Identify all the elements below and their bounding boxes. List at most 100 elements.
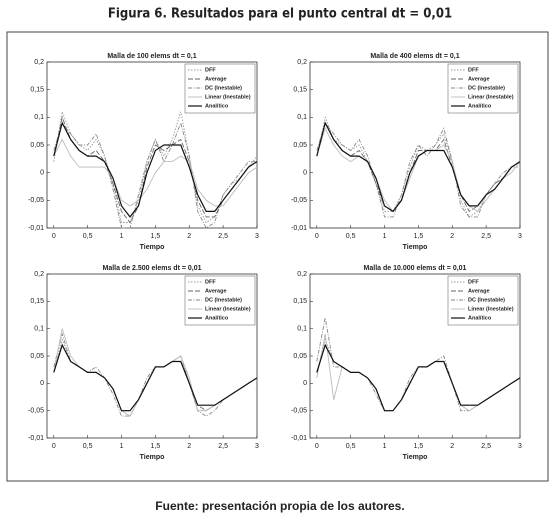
subplot: Malla de 100 elems dt = 0,1 Tiempo 0,2 0,15… [28, 53, 259, 251]
y-tick-label: 0,15 [293, 298, 307, 305]
legend-box [184, 63, 256, 114]
x-tick-label: 1,5 [151, 443, 161, 450]
x-tick-label: 1 [120, 233, 124, 240]
legend-box [447, 63, 519, 114]
figure-frame [6, 31, 549, 482]
y-tick-label: 0 [303, 170, 307, 177]
legend-label: DFF [205, 279, 216, 285]
x-tick-label: 1,5 [414, 233, 424, 240]
legend-label: Linear (Inestable) [205, 306, 251, 312]
x-axis-label: Tiempo [140, 454, 165, 461]
legend-label: Analítico [468, 103, 492, 109]
legend-label: Average [205, 76, 227, 82]
subplot: Malla de 2.500 elems dt = 0,01 Tiempo 0,2 0… [28, 265, 259, 461]
legend-label: DC (Inestable) [205, 85, 242, 91]
series-line [316, 343, 521, 412]
y-tick-label: 0,1 [34, 326, 44, 333]
y-tick-label: -0,05 [291, 197, 307, 204]
x-tick-label: 2,5 [218, 443, 228, 450]
y-tick-label: 0,15 [30, 87, 44, 94]
y-tick-label: 0,05 [293, 353, 307, 360]
x-tick-label: 3 [518, 233, 522, 240]
legend-label: Analítico [205, 315, 229, 321]
y-tick-label: 0 [303, 380, 307, 387]
legend-label: Analítico [205, 103, 229, 109]
y-tick-label: 0,15 [30, 298, 44, 305]
x-tick-label: 0 [315, 233, 319, 240]
legend-label: DFF [205, 67, 216, 73]
y-tick-label: -0,01 [28, 435, 44, 442]
y-tick-label: -0,01 [291, 435, 307, 442]
x-tick-label: 1 [383, 443, 387, 450]
legend-label: DFF [468, 279, 479, 285]
y-tick-label: 0,05 [30, 353, 44, 360]
y-tick-label: -0,01 [28, 225, 44, 232]
y-tick-label: 0,1 [34, 114, 44, 121]
series-line [53, 121, 257, 229]
x-tick-label: 2 [187, 443, 191, 450]
legend-label: Linear (Inestable) [205, 94, 251, 100]
x-tick-label: 1,5 [414, 443, 424, 450]
figure-title: Figura 6. Resultados para el punto centr… [108, 7, 452, 22]
x-tick-label: 2 [450, 443, 454, 450]
x-tick-label: 0,5 [346, 233, 356, 240]
x-tick-label: 0 [52, 443, 56, 450]
subplot-title: Malla de 2.500 elems dt = 0,01 [102, 265, 201, 272]
x-tick-label: 2 [187, 233, 191, 240]
legend-box [447, 275, 519, 326]
x-tick-label: 0,5 [83, 443, 93, 450]
y-tick-label: 0,05 [30, 142, 44, 149]
series-line [316, 121, 521, 213]
legend-label: Analítico [468, 315, 492, 321]
subplot: Malla de 10.000 elems dt = 0,01 Tiempo 0,2… [291, 265, 522, 461]
y-tick-label: 0,15 [293, 87, 307, 94]
x-tick-label: 1 [383, 233, 387, 240]
x-axis-label: Tiempo [403, 454, 428, 461]
y-tick-label: 0,2 [34, 59, 44, 66]
x-axis-label: Tiempo [403, 244, 428, 251]
x-tick-label: 3 [255, 443, 259, 450]
x-tick-label: 3 [518, 443, 522, 450]
y-tick-label: 0,05 [293, 142, 307, 149]
y-tick-label: 0,2 [34, 271, 44, 278]
legend-label: Linear (Inestable) [468, 306, 514, 312]
x-tick-label: 0,5 [83, 233, 93, 240]
x-tick-label: 0 [52, 233, 56, 240]
subplot-title: Malla de 100 elems dt = 0,1 [107, 53, 196, 60]
x-tick-label: 2,5 [218, 233, 228, 240]
x-tick-label: 1,5 [151, 233, 161, 240]
y-tick-label: 0,2 [297, 271, 307, 278]
x-tick-label: 1 [120, 443, 124, 450]
x-tick-label: 0,5 [346, 443, 356, 450]
source-note: Fuente: presentación propia de los autor… [155, 499, 404, 513]
y-tick-label: -0,05 [28, 197, 44, 204]
series-line [53, 121, 258, 218]
legend-label: Average [468, 288, 490, 294]
series-line [53, 138, 258, 207]
y-tick-label: -0,01 [291, 225, 307, 232]
series-line [53, 110, 258, 224]
legend-label: DC (Inestable) [468, 85, 505, 91]
subplot: Malla de 400 elems dt = 0,1 Tiempo 0,2 0,15… [291, 53, 522, 251]
series-line [316, 121, 521, 213]
x-tick-label: 2,5 [481, 443, 491, 450]
y-tick-label: 0 [40, 380, 44, 387]
y-tick-label: 0,2 [297, 59, 307, 66]
x-tick-label: 2,5 [481, 233, 491, 240]
series-line [53, 343, 258, 412]
y-tick-label: 0 [40, 170, 44, 177]
legend-box [184, 275, 256, 326]
x-tick-label: 0 [315, 443, 319, 450]
y-tick-label: -0,05 [28, 408, 44, 415]
y-tick-label: -0,05 [291, 408, 307, 415]
subplot-title: Malla de 10.000 elems dt = 0,01 [364, 265, 467, 272]
x-tick-label: 3 [255, 233, 259, 240]
x-axis-label: Tiempo [140, 244, 165, 251]
legend-label: DC (Inestable) [205, 297, 242, 303]
legend-label: DFF [468, 67, 479, 73]
legend-label: DC (Inestable) [468, 297, 505, 303]
legend-label: Average [468, 76, 490, 82]
x-tick-label: 2 [450, 233, 454, 240]
y-tick-label: 0,1 [297, 326, 307, 333]
y-tick-label: 0,1 [297, 114, 307, 121]
